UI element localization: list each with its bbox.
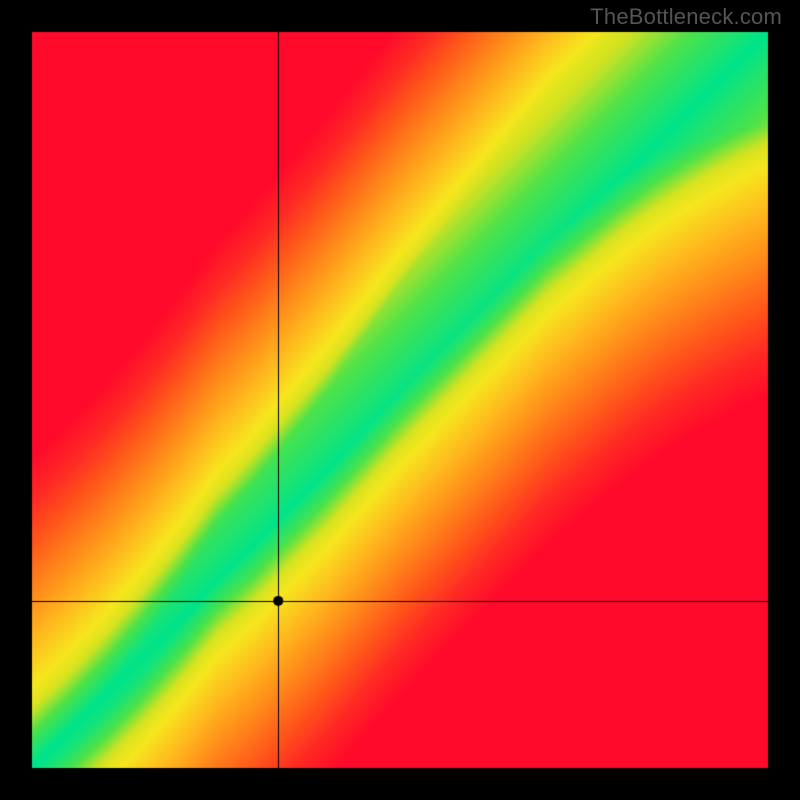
stage: TheBottleneck.com	[0, 0, 800, 800]
bottleneck-heatmap-canvas	[0, 0, 800, 800]
source-watermark: TheBottleneck.com	[590, 4, 782, 30]
